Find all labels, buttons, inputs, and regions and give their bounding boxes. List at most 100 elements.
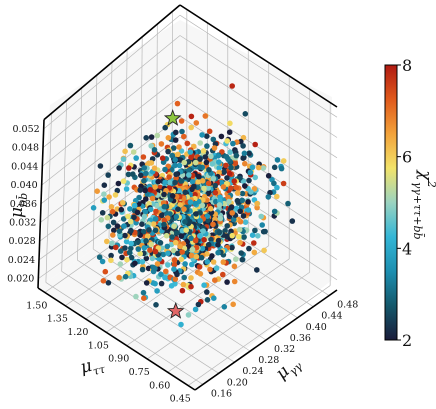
data-point bbox=[170, 247, 177, 254]
data-point bbox=[133, 293, 139, 300]
data-point bbox=[133, 155, 139, 161]
colorbar-label: χ2γγ+ττ+bb̄ bbox=[411, 169, 436, 239]
data-point bbox=[230, 301, 236, 308]
data-point bbox=[200, 228, 206, 234]
data-point bbox=[188, 275, 194, 281]
y-tick-label: 0.40 bbox=[306, 322, 327, 333]
data-point bbox=[224, 175, 230, 181]
data-point bbox=[143, 135, 149, 141]
data-point bbox=[131, 202, 138, 209]
data-point bbox=[148, 160, 155, 166]
data-point bbox=[253, 267, 260, 273]
data-point bbox=[127, 142, 134, 149]
data-point bbox=[124, 256, 130, 263]
data-point bbox=[100, 278, 107, 284]
data-point bbox=[228, 185, 234, 191]
data-point bbox=[189, 261, 195, 268]
data-point bbox=[221, 169, 227, 175]
z-tick-label: 0.044 bbox=[11, 161, 38, 172]
data-point bbox=[111, 227, 117, 234]
data-point bbox=[204, 289, 210, 295]
z-tick-label: 0.036 bbox=[10, 199, 37, 210]
data-point bbox=[152, 248, 159, 255]
data-point bbox=[271, 180, 277, 187]
data-point bbox=[199, 178, 206, 184]
data-point bbox=[248, 189, 254, 195]
data-point bbox=[187, 149, 194, 155]
colorbar-tick-label: 2 bbox=[402, 331, 412, 350]
data-point bbox=[228, 204, 235, 210]
data-point bbox=[218, 133, 225, 140]
data-point bbox=[231, 278, 238, 285]
data-point bbox=[176, 144, 182, 150]
data-point bbox=[108, 204, 115, 210]
data-point bbox=[174, 100, 181, 107]
data-point bbox=[233, 256, 239, 263]
y-tick-label: 0.48 bbox=[337, 300, 358, 311]
data-point bbox=[128, 240, 134, 247]
data-point bbox=[108, 252, 114, 259]
y-tick-label: 0.20 bbox=[227, 377, 248, 388]
data-point bbox=[177, 202, 183, 208]
data-point bbox=[189, 186, 195, 193]
data-point bbox=[173, 171, 179, 178]
data-point bbox=[186, 172, 192, 178]
data-point bbox=[210, 175, 217, 182]
data-point bbox=[140, 154, 147, 160]
data-point bbox=[251, 240, 257, 246]
data-point bbox=[192, 159, 199, 166]
data-point bbox=[165, 250, 171, 257]
data-point bbox=[247, 169, 254, 176]
data-point bbox=[207, 266, 213, 273]
data-point bbox=[158, 280, 165, 287]
y-tick-label: 0.28 bbox=[258, 355, 279, 366]
data-point bbox=[217, 198, 223, 204]
data-point bbox=[252, 141, 258, 148]
data-point bbox=[229, 244, 235, 251]
colorbar-tick-label: 4 bbox=[402, 239, 412, 258]
data-point bbox=[260, 165, 267, 171]
top-back-edge bbox=[179, 4, 338, 108]
data-point bbox=[226, 198, 232, 205]
data-point bbox=[205, 241, 212, 248]
data-point bbox=[234, 190, 241, 196]
data-point bbox=[97, 163, 104, 169]
data-point bbox=[148, 241, 154, 248]
data-point bbox=[196, 173, 202, 180]
data-point bbox=[178, 321, 184, 328]
data-point bbox=[163, 268, 169, 275]
data-point bbox=[117, 248, 124, 254]
data-point bbox=[192, 191, 198, 198]
data-point bbox=[141, 245, 148, 251]
data-point bbox=[271, 208, 278, 215]
x-tick-label: 1.50 bbox=[26, 300, 47, 311]
x-tick-label: 0.90 bbox=[108, 354, 129, 365]
star-marker-1 bbox=[166, 301, 185, 319]
data-point bbox=[102, 268, 109, 275]
data-point bbox=[205, 180, 212, 187]
data-point bbox=[149, 255, 156, 262]
data-point bbox=[134, 209, 141, 216]
data-point bbox=[154, 288, 160, 294]
y-tick-label: 0.16 bbox=[211, 388, 232, 399]
data-point bbox=[166, 174, 172, 180]
x-tick-label: 0.45 bbox=[170, 394, 191, 405]
data-point bbox=[216, 229, 223, 236]
data-point bbox=[218, 179, 225, 186]
data-point bbox=[211, 145, 218, 151]
data-point bbox=[228, 164, 234, 171]
data-point bbox=[174, 271, 180, 278]
data-point bbox=[173, 129, 179, 136]
data-point bbox=[161, 191, 167, 198]
data-point bbox=[198, 254, 205, 261]
data-point bbox=[127, 206, 133, 212]
data-point bbox=[237, 208, 243, 215]
x-tick-label: 1.20 bbox=[67, 327, 88, 338]
data-point bbox=[146, 200, 152, 207]
data-point bbox=[142, 187, 148, 194]
left-back-pane bbox=[38, 20, 180, 288]
data-point bbox=[116, 274, 122, 281]
data-point bbox=[206, 128, 213, 135]
left-wall-grid-z bbox=[40, 96, 181, 205]
data-point bbox=[245, 207, 252, 213]
